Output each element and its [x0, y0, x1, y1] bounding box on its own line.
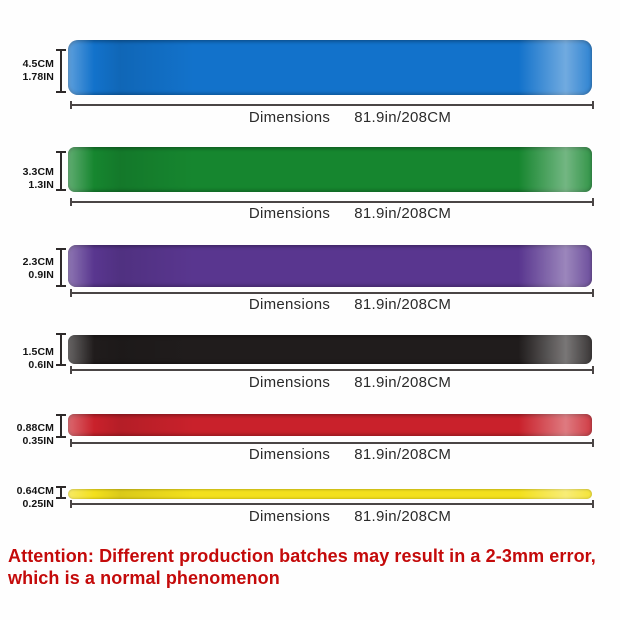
band-width-label: 0.88CM 0.35IN: [2, 422, 54, 447]
bracket-line: [60, 414, 62, 438]
attention-line1: Attention: Different production batches …: [8, 546, 596, 566]
band-width-label: 2.3CM 0.9IN: [2, 256, 54, 281]
dimensions-label: Dimensions: [248, 205, 331, 222]
dimensions-value: 81.9in/208CM: [354, 508, 452, 525]
width-cm: 4.5CM: [22, 58, 54, 70]
band-width-label: 1.5CM 0.6IN: [2, 346, 54, 371]
bracket-bottom-tick: [56, 497, 66, 499]
resistance-band: [68, 489, 592, 499]
bracket-bottom-tick: [56, 189, 66, 191]
width-measure-bracket: [56, 248, 66, 287]
dimensions-text: Dimensions 81.9in/208CM: [88, 296, 612, 313]
resistance-band: [68, 335, 592, 364]
width-measure-bracket: [56, 49, 66, 93]
dimensions-value: 81.9in/208CM: [354, 109, 452, 126]
length-measure-line: [70, 289, 594, 297]
dimensions-label: Dimensions: [248, 374, 331, 391]
width-in: 0.25IN: [22, 497, 54, 510]
bracket-bottom-tick: [56, 364, 66, 366]
length-measure-line: [70, 366, 594, 374]
dimensions-label: Dimensions: [248, 296, 331, 313]
width-measure-bracket: [56, 151, 66, 191]
width-measure-bracket: [56, 486, 66, 499]
width-in: 0.6IN: [28, 358, 54, 371]
dimensions-value: 81.9in/208CM: [354, 446, 452, 463]
dimensions-value: 81.9in/208CM: [354, 205, 452, 222]
bracket-bottom-tick: [56, 436, 66, 438]
width-in: 0.9IN: [28, 268, 54, 281]
resistance-band: [68, 40, 592, 95]
dimensions-text: Dimensions 81.9in/208CM: [88, 205, 612, 222]
bracket-line: [60, 248, 62, 287]
width-in: 1.78IN: [22, 70, 54, 83]
length-measure-line: [70, 198, 594, 206]
resistance-band: [68, 245, 592, 287]
dimensions-label: Dimensions: [248, 508, 331, 525]
bracket-bottom-tick: [56, 91, 66, 93]
bracket-line: [60, 151, 62, 191]
resistance-band: [68, 147, 592, 192]
dimensions-text: Dimensions 81.9in/208CM: [88, 508, 612, 525]
attention-line2: which is a normal phenomenon: [8, 568, 280, 588]
bracket-line: [60, 49, 62, 93]
width-in: 0.35IN: [22, 434, 54, 447]
bracket-bottom-tick: [56, 285, 66, 287]
bracket-line: [60, 486, 62, 499]
width-cm: 3.3CM: [22, 166, 54, 178]
width-in: 1.3IN: [28, 178, 54, 191]
length-measure-line: [70, 500, 594, 508]
band-width-label: 0.64CM 0.25IN: [2, 485, 54, 510]
width-cm: 0.88CM: [16, 422, 54, 434]
width-measure-bracket: [56, 414, 66, 438]
width-cm: 1.5CM: [22, 346, 54, 358]
dimensions-label: Dimensions: [248, 109, 331, 126]
length-measure-line: [70, 101, 594, 109]
dimensions-value: 81.9in/208CM: [354, 374, 452, 391]
dimensions-value: 81.9in/208CM: [354, 296, 452, 313]
attention-note: Attention: Different production batches …: [8, 545, 614, 589]
bracket-line: [60, 333, 62, 366]
resistance-band: [68, 414, 592, 436]
dimensions-text: Dimensions 81.9in/208CM: [88, 446, 612, 463]
length-measure-line: [70, 439, 594, 447]
width-cm: 2.3CM: [22, 256, 54, 268]
width-measure-bracket: [56, 333, 66, 366]
dimensions-text: Dimensions 81.9in/208CM: [88, 109, 612, 126]
dimensions-label: Dimensions: [248, 446, 331, 463]
width-cm: 0.64CM: [16, 485, 54, 497]
band-width-label: 4.5CM 1.78IN: [2, 58, 54, 83]
band-width-label: 3.3CM 1.3IN: [2, 166, 54, 191]
dimensions-text: Dimensions 81.9in/208CM: [88, 374, 612, 391]
